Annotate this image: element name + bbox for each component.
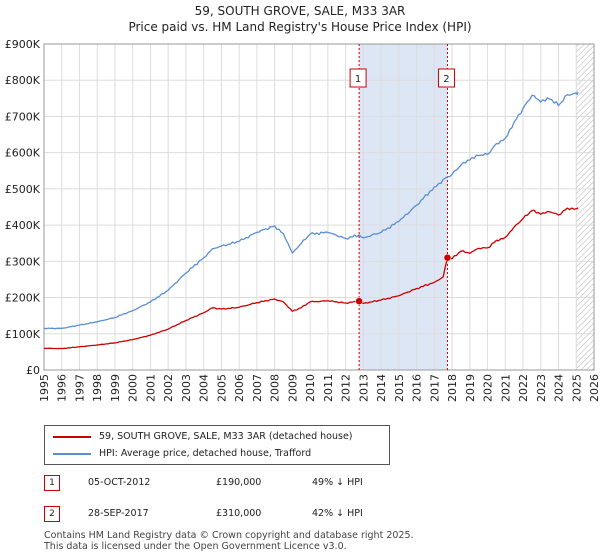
price-chart: £0 £100K £200K £300K £400K £500K £600K £700K £80…: [5, 38, 600, 402]
series-line-property: [43, 207, 579, 350]
y-tick-label: £500K: [5, 183, 41, 196]
x-tick-label: 2021: [499, 374, 512, 402]
x-tick-label: 2017: [428, 374, 441, 402]
x-tick-label: 2010: [304, 374, 317, 402]
transaction-label: 1: [355, 74, 361, 85]
x-tick-label: 2003: [180, 374, 193, 402]
y-tick-label: £800K: [5, 74, 41, 87]
forecast-hatch: [576, 44, 594, 370]
x-tick-label: 2006: [233, 374, 246, 402]
transaction-hpi-diff: 49% ↓ HPI: [312, 477, 363, 488]
x-tick-label: 2024: [553, 374, 566, 402]
transaction-date: 28-SEP-2017: [88, 508, 149, 519]
y-tick-label: £300K: [5, 255, 41, 268]
x-tick-label: 2018: [446, 374, 459, 402]
footer-licence: This data is licensed under the Open Gov…: [44, 541, 347, 552]
series-line-hpi: [43, 91, 579, 330]
legend-label-hpi: HPI: Average price, detached house, Traf…: [99, 448, 312, 459]
plot-border: [43, 43, 595, 371]
y-tick-label: £100K: [5, 328, 41, 341]
x-tick-label: 2013: [357, 374, 370, 402]
x-tick-label: 2000: [127, 374, 140, 402]
y-tick-label: £600K: [5, 147, 41, 160]
transaction-label: 2: [443, 74, 449, 85]
chart-legend: 59, SOUTH GROVE, SALE, M33 3AR (detached…: [44, 425, 390, 465]
y-tick-label: £200K: [5, 292, 41, 305]
transaction-label-box: [437, 68, 455, 88]
x-tick-label: 1995: [38, 374, 51, 402]
x-tick-label: 2023: [535, 374, 548, 402]
legend-item-property: 59, SOUTH GROVE, SALE, M33 3AR (detached…: [53, 431, 353, 442]
x-tick-label: 2016: [411, 374, 424, 402]
x-tick-label: 2009: [286, 374, 299, 402]
transaction-price: £190,000: [216, 477, 262, 488]
legend-label-property: 59, SOUTH GROVE, SALE, M33 3AR (detached…: [99, 431, 353, 442]
x-tick-label: 2011: [322, 374, 335, 402]
y-tick-label: £400K: [5, 219, 41, 232]
y-tick-label: £0: [26, 364, 40, 377]
x-tick-label: 2007: [251, 374, 264, 402]
transaction-point: [355, 297, 363, 305]
x-tick-label: 2019: [464, 374, 477, 402]
x-tick-label: 1996: [56, 374, 69, 402]
x-tick-label: 1997: [73, 374, 86, 402]
transaction-hpi-diff: 42% ↓ HPI: [312, 508, 363, 519]
transaction-row: 1 05-OCT-2012 £190,000 49% ↓ HPI: [44, 475, 584, 495]
transaction-label-box: [349, 68, 367, 88]
x-tick-label: 2008: [269, 374, 282, 402]
transaction-marker-badge: 2: [44, 506, 60, 522]
x-tick-label: 2001: [144, 374, 157, 402]
x-tick-label: 2012: [340, 374, 353, 402]
x-tick-label: 2004: [198, 374, 211, 402]
transaction-date: 05-OCT-2012: [88, 477, 151, 488]
y-tick-label: £900K: [5, 38, 41, 51]
legend-swatch-property: [53, 435, 91, 438]
y-tick-label: £700K: [5, 110, 41, 123]
x-tick-label: 2015: [393, 374, 406, 402]
transaction-marker-badge: 1: [44, 475, 60, 491]
footer-copyright: Contains HM Land Registry data © Crown c…: [44, 530, 414, 541]
x-tick-label: 2014: [375, 374, 388, 402]
legend-swatch-hpi: [53, 452, 91, 455]
x-tick-label: 1998: [91, 374, 104, 402]
plot-area: [44, 44, 594, 370]
x-tick-label: 2002: [162, 374, 175, 402]
x-tick-label: 2026: [588, 374, 600, 402]
x-tick-label: 2020: [482, 374, 495, 402]
x-tick-label: 2022: [517, 374, 530, 402]
transaction-price: £310,000: [216, 508, 262, 519]
transaction-point: [443, 253, 452, 262]
x-tick-label: 2005: [215, 374, 228, 402]
x-tick-label: 1999: [109, 374, 122, 402]
footer-attribution: Contains HM Land Registry data © Crown c…: [44, 530, 414, 552]
shaded-region: [359, 44, 448, 370]
transaction-row: 2 28-SEP-2017 £310,000 42% ↓ HPI: [44, 506, 584, 526]
chart-title-address: 59, SOUTH GROVE, SALE, M33 3AR: [194, 4, 406, 18]
x-tick-label: 2025: [570, 374, 583, 402]
chart-title-subtitle: Price paid vs. HM Land Registry's House …: [128, 20, 472, 34]
legend-item-hpi: HPI: Average price, detached house, Traf…: [53, 448, 311, 459]
